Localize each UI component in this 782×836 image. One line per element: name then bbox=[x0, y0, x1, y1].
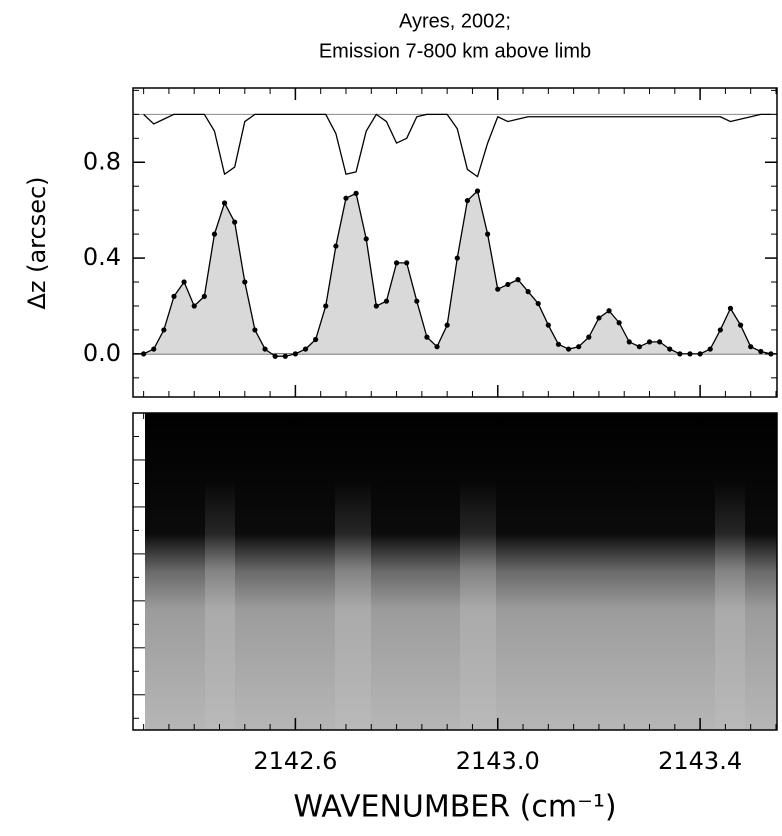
data-point bbox=[636, 344, 642, 350]
series-line bbox=[143, 113, 771, 178]
data-point bbox=[606, 308, 612, 314]
x-tick-label: 2142.6 bbox=[253, 747, 337, 775]
data-point bbox=[262, 346, 268, 352]
data-point bbox=[333, 243, 339, 249]
data-point bbox=[565, 346, 572, 352]
data-point bbox=[404, 260, 410, 266]
bottom-frame bbox=[132, 412, 778, 731]
data-point bbox=[505, 281, 511, 288]
data-point bbox=[616, 320, 622, 326]
data-point bbox=[677, 351, 683, 357]
data-point bbox=[191, 303, 197, 309]
data-point bbox=[353, 190, 359, 196]
data-point bbox=[646, 339, 653, 345]
data-point bbox=[707, 346, 713, 352]
data-point bbox=[151, 346, 157, 352]
data-point bbox=[302, 346, 309, 352]
data-point bbox=[667, 346, 673, 352]
x-axis-label: WAVENUMBER (cm⁻¹) bbox=[293, 790, 616, 825]
data-point bbox=[201, 293, 207, 299]
data-point bbox=[596, 315, 602, 321]
data-point bbox=[717, 327, 723, 333]
data-point bbox=[282, 353, 288, 359]
data-point bbox=[657, 339, 663, 345]
image-streak bbox=[715, 480, 745, 730]
y-axis-label: Δz (arcsec) bbox=[23, 176, 51, 309]
top-frame bbox=[132, 87, 778, 398]
image-streak bbox=[460, 480, 496, 730]
data-point bbox=[232, 219, 238, 225]
image-streak bbox=[335, 480, 371, 730]
data-point bbox=[242, 279, 248, 285]
title-line: Emission 7-800 km above limb bbox=[319, 40, 591, 62]
plot-area bbox=[133, 113, 777, 359]
data-point bbox=[292, 351, 298, 357]
data-point bbox=[211, 231, 218, 237]
data-point bbox=[181, 279, 187, 285]
data-point bbox=[221, 200, 228, 206]
data-point bbox=[697, 351, 703, 357]
data-point bbox=[485, 231, 491, 237]
data-point bbox=[383, 298, 390, 304]
data-point bbox=[545, 322, 551, 328]
y-tick-label: 0.4 bbox=[83, 243, 121, 271]
data-point bbox=[555, 341, 562, 347]
axes bbox=[132, 87, 778, 731]
limb-image bbox=[145, 413, 777, 730]
data-point bbox=[414, 298, 420, 304]
data-point bbox=[748, 344, 754, 350]
y-tick-label: 0.8 bbox=[83, 147, 121, 175]
data-point bbox=[515, 277, 521, 283]
image-streak bbox=[205, 480, 235, 730]
data-point bbox=[444, 322, 450, 328]
data-point bbox=[434, 344, 440, 350]
data-point bbox=[161, 327, 167, 333]
data-point bbox=[424, 334, 430, 340]
data-point bbox=[586, 334, 592, 340]
data-point bbox=[576, 344, 582, 350]
data-point bbox=[495, 286, 501, 292]
data-point bbox=[525, 289, 531, 295]
data-point bbox=[343, 195, 349, 201]
data-point bbox=[464, 197, 470, 204]
data-point bbox=[687, 351, 693, 357]
data-point bbox=[535, 300, 541, 307]
data-point bbox=[252, 327, 258, 333]
x-tick-label: 2143.0 bbox=[456, 747, 540, 775]
y-tick-label: 0.0 bbox=[83, 339, 121, 367]
data-point bbox=[171, 293, 177, 299]
data-point bbox=[373, 303, 379, 309]
data-point bbox=[474, 188, 481, 194]
data-point bbox=[363, 236, 369, 242]
data-point bbox=[323, 303, 329, 309]
data-point bbox=[758, 348, 764, 355]
data-point bbox=[727, 305, 734, 311]
data-point bbox=[393, 260, 400, 266]
x-tick-label: 2143.4 bbox=[658, 747, 742, 775]
data-point bbox=[454, 255, 460, 261]
data-point bbox=[313, 336, 319, 343]
data-point bbox=[737, 322, 744, 328]
data-point bbox=[626, 339, 632, 345]
area-fill bbox=[143, 191, 771, 357]
data-point bbox=[272, 353, 278, 359]
title-line: Ayres, 2002; bbox=[399, 10, 511, 32]
